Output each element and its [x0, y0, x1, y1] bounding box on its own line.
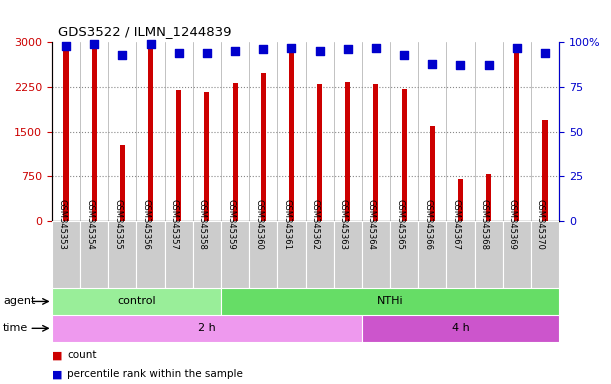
Text: GSM345361: GSM345361 [282, 199, 291, 250]
Point [540, 50, 550, 56]
Text: GSM345369: GSM345369 [508, 199, 517, 250]
Bar [92, 45, 97, 221]
Text: GSM345365: GSM345365 [395, 199, 404, 250]
Text: 4 h: 4 h [452, 323, 469, 333]
Bar [204, 92, 210, 221]
Bar [80, 221, 108, 288]
Bar [289, 50, 294, 221]
Point [258, 46, 268, 53]
Text: GSM345358: GSM345358 [198, 199, 207, 250]
Text: GDS3522 / ILMN_1244839: GDS3522 / ILMN_1244839 [58, 25, 232, 38]
Point [315, 48, 324, 54]
Bar [373, 84, 378, 221]
Bar [52, 288, 221, 315]
Bar [120, 145, 125, 221]
Bar [193, 221, 221, 288]
Point [428, 61, 437, 67]
Text: agent: agent [3, 296, 35, 306]
Text: GSM345364: GSM345364 [367, 199, 376, 250]
Text: GSM345359: GSM345359 [226, 199, 235, 250]
Text: time: time [3, 323, 28, 333]
Bar [514, 51, 519, 221]
Point [484, 62, 494, 68]
Text: GSM345354: GSM345354 [85, 199, 94, 250]
Point [202, 50, 212, 56]
Text: GSM345366: GSM345366 [423, 199, 433, 250]
Bar [148, 45, 153, 221]
Point [287, 45, 296, 51]
Bar [543, 120, 547, 221]
Text: GSM345356: GSM345356 [142, 199, 150, 250]
Bar [176, 90, 181, 221]
Bar [261, 73, 266, 221]
Point [230, 48, 240, 54]
Bar [503, 221, 531, 288]
Bar [64, 47, 68, 221]
Text: GSM345363: GSM345363 [338, 199, 348, 250]
Bar [401, 89, 407, 221]
Bar [458, 179, 463, 221]
Bar [362, 221, 390, 288]
Bar [317, 84, 322, 221]
Bar [221, 221, 249, 288]
Text: GSM345367: GSM345367 [452, 199, 461, 250]
Bar [52, 315, 362, 342]
Bar [418, 221, 447, 288]
Text: NTHi: NTHi [377, 296, 403, 306]
Text: ■: ■ [52, 369, 62, 379]
Point [343, 46, 353, 53]
Bar [249, 221, 277, 288]
Bar [486, 174, 491, 221]
Text: GSM345355: GSM345355 [114, 199, 122, 250]
Point [145, 41, 155, 47]
Text: GSM345362: GSM345362 [310, 199, 320, 250]
Point [399, 52, 409, 58]
Point [174, 50, 184, 56]
Text: GSM345357: GSM345357 [170, 199, 179, 250]
Text: GSM345368: GSM345368 [480, 199, 489, 250]
Bar [334, 221, 362, 288]
Point [117, 52, 127, 58]
Bar [221, 288, 559, 315]
Bar [447, 221, 475, 288]
Bar [164, 221, 193, 288]
Text: GSM345353: GSM345353 [57, 199, 66, 250]
Text: GSM345360: GSM345360 [254, 199, 263, 250]
Point [89, 41, 99, 47]
Text: percentile rank within the sample: percentile rank within the sample [67, 369, 243, 379]
Bar [233, 83, 238, 221]
Bar [475, 221, 503, 288]
Bar [362, 315, 559, 342]
Text: ■: ■ [52, 350, 62, 360]
Bar [108, 221, 136, 288]
Bar [430, 126, 435, 221]
Bar [136, 221, 164, 288]
Point [61, 43, 71, 49]
Point [371, 45, 381, 51]
Bar [345, 82, 350, 221]
Text: control: control [117, 296, 156, 306]
Text: count: count [67, 350, 97, 360]
Text: GSM345370: GSM345370 [536, 199, 545, 250]
Bar [277, 221, 306, 288]
Bar [531, 221, 559, 288]
Point [456, 62, 466, 68]
Bar [306, 221, 334, 288]
Point [512, 45, 522, 51]
Text: 2 h: 2 h [198, 323, 216, 333]
Bar [390, 221, 418, 288]
Bar [52, 221, 80, 288]
